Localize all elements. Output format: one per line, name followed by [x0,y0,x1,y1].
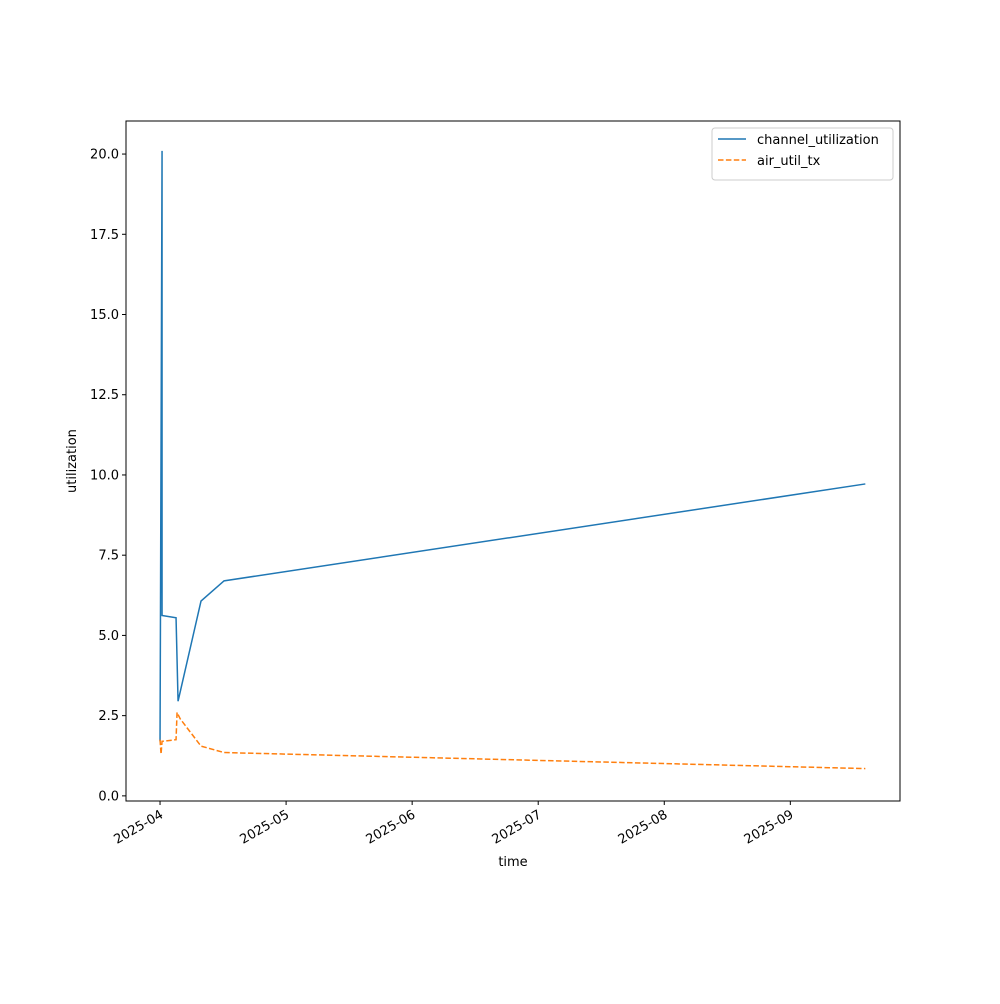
x-tick-label: 2025-05 [238,807,293,847]
y-tick-label: 10.0 [90,468,119,483]
y-tick-label: 20.0 [90,148,119,163]
line [159,150,866,742]
y-tick-label: 15.0 [90,308,119,323]
line [159,712,866,770]
x-tick-label: 2025-06 [364,807,419,847]
y-axis-label: utilization [65,429,80,493]
x-tick-label: 2025-09 [742,807,797,847]
y-tick-label: 0.0 [98,789,119,804]
y-tick-label: 2.5 [98,709,119,724]
y-tick-label: 7.5 [98,549,119,564]
plot-frame [125,120,901,802]
x-tick-label: 2025-07 [490,807,545,847]
x-tick-label: 2025-08 [616,807,671,847]
x-tick-label: 2025-04 [111,807,166,847]
legend-label: air_util_tx [757,154,821,169]
y-tick-label: 5.0 [98,629,119,644]
legend-label: channel_utilization [757,133,879,148]
x-axis-label: time [498,855,527,870]
y-tick-label: 12.5 [90,388,119,403]
y-tick-label: 17.5 [90,228,119,243]
legend-box [711,127,894,181]
